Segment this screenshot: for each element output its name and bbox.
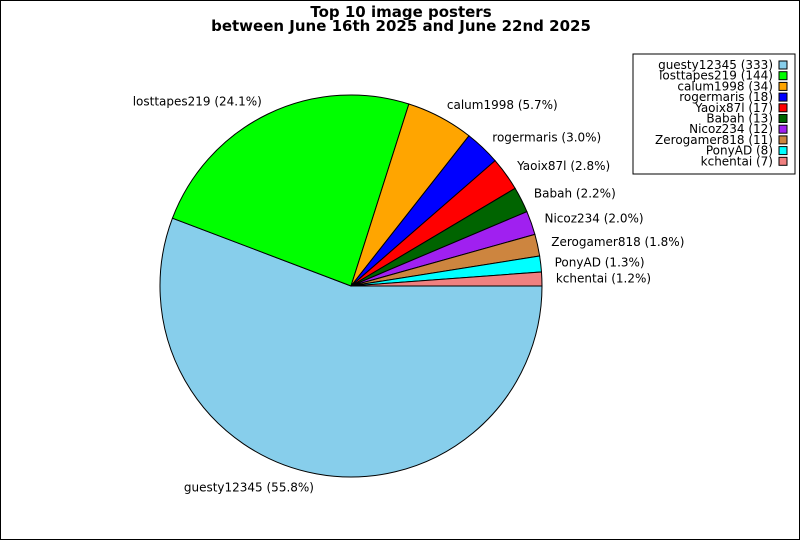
legend-label-nicoz234: Nicoz234 (12) (689, 122, 773, 136)
slice-label-kchentai: kchentai (1.2%) (556, 271, 651, 285)
legend-label-calum1998: calum1998 (34) (677, 79, 773, 93)
legend-label-yaoix87l: Yaoix87l (17) (694, 101, 773, 115)
pie-slice-losttapes219 (171, 94, 410, 287)
pie-slice-guesty12345 (159, 217, 543, 478)
legend-label-ponyad: PonyAD (8) (706, 144, 773, 158)
legend-label-kchentai: kchentai (7) (701, 154, 773, 168)
legend-swatch-calum1998 (778, 81, 788, 91)
legend-swatch-yaoix87l (778, 103, 788, 113)
pie-slice-kchentai (350, 271, 543, 287)
slice-label-rogermaris: rogermaris (3.0%) (492, 130, 601, 144)
legend-label-zerogamer818: Zerogamer818 (11) (655, 133, 773, 147)
slice-label-calum1998: calum1998 (5.7%) (447, 98, 558, 112)
legend-swatch-losttapes219 (778, 71, 788, 81)
legend-swatch-nicoz234 (778, 124, 788, 134)
slice-label-losttapes219: losttapes219 (24.1%) (133, 94, 262, 108)
slice-label-zerogamer818: Zerogamer818 (1.8%) (551, 235, 684, 249)
chart-title: Top 10 image posters (310, 3, 491, 21)
legend: guesty12345 (333)losttapes219 (144)calum… (632, 53, 796, 175)
legend-label-babah: Babah (13) (706, 112, 773, 126)
legend-label-losttapes219: losttapes219 (144) (659, 69, 773, 83)
legend-box (632, 53, 796, 175)
slice-label-ponyad: PonyAD (1.3%) (555, 255, 645, 269)
legend-swatch-guesty12345 (778, 60, 788, 70)
slice-label-nicoz234: Nicoz234 (2.0%) (544, 211, 643, 225)
legend-swatch-zerogamer818 (778, 135, 788, 145)
legend-swatch-ponyad (778, 146, 788, 156)
legend-label-guesty12345: guesty12345 (333) (658, 58, 773, 72)
chart-subtitle: between June 16th 2025 and June 22nd 202… (211, 17, 591, 35)
legend-label-rogermaris: rogermaris (18) (679, 90, 773, 104)
legend-swatch-babah (778, 114, 788, 123)
legend-swatch-rogermaris (778, 92, 788, 102)
pie-slices (159, 94, 543, 478)
slice-label-guesty12345: guesty12345 (55.8%) (184, 481, 314, 495)
pie-labels: guesty12345 (55.8%) losttapes219 (24.1%) c… (133, 94, 685, 494)
slice-label-yaoix87l: Yaoix87l (2.8%) (516, 159, 610, 173)
legend-swatch-kchentai (778, 156, 788, 166)
slice-label-babah: Babah (2.2%) (534, 186, 616, 200)
